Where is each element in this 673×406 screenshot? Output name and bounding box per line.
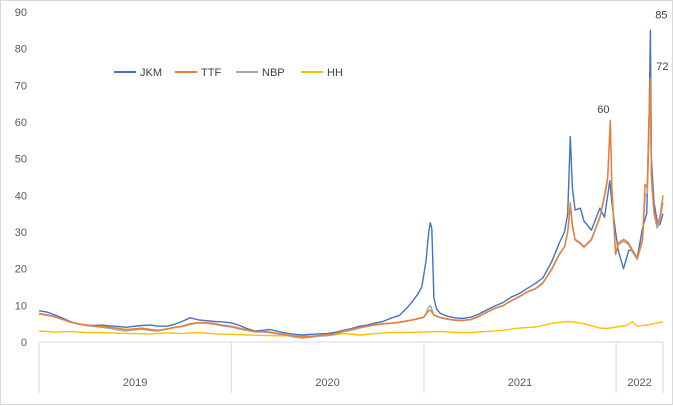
- legend-label: JKM: [140, 67, 162, 79]
- x-group-label: 2021: [508, 377, 532, 389]
- series-line-ttf: [38, 77, 664, 338]
- x-group-label: 2020: [315, 377, 339, 389]
- y-tick-label: 30: [15, 227, 27, 239]
- legend-label: HH: [327, 67, 343, 79]
- annotations: 85 72 60: [597, 9, 668, 116]
- y-tick-label: 0: [21, 337, 27, 349]
- legend-label: TTF: [201, 67, 221, 79]
- x-group-label: 2022: [627, 377, 651, 389]
- y-tick-label: 20: [15, 264, 27, 276]
- axes: 0 10 20 30 40 50 60 70 80 90 2019 2020 2021 2022: [15, 7, 664, 393]
- y-tick-label: 40: [15, 190, 27, 202]
- x-group-label: 2019: [123, 377, 147, 389]
- series-lines: [38, 29, 664, 339]
- y-tick-label: 60: [15, 117, 27, 129]
- series-line-hh: [38, 320, 664, 337]
- data-label: 60: [597, 104, 609, 116]
- legend: JKM TTF NBP HH: [114, 67, 343, 79]
- series-line-jkm: [38, 29, 664, 336]
- data-label: 72: [656, 61, 668, 73]
- y-tick-label: 90: [15, 7, 27, 19]
- y-tick-label: 10: [15, 300, 27, 312]
- y-tick-label: 70: [15, 80, 27, 92]
- y-tick-label: 80: [15, 44, 27, 56]
- legend-label: NBP: [262, 67, 285, 79]
- y-tick-label: 50: [15, 154, 27, 166]
- data-label: 85: [655, 9, 667, 21]
